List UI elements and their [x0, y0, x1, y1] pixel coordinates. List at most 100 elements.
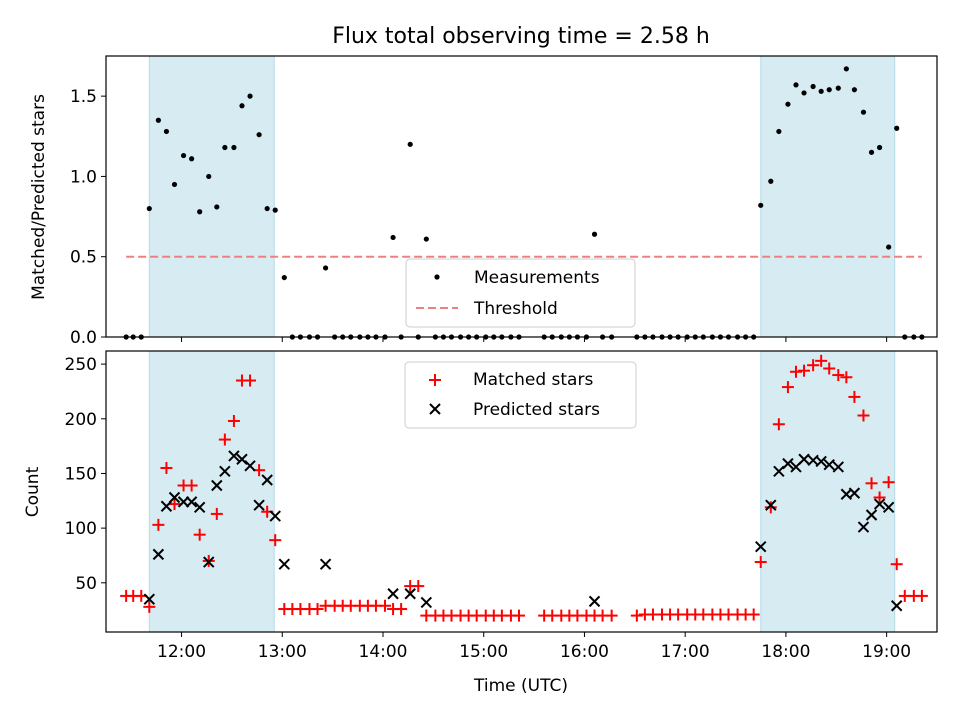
- x-tick-label: 19:00: [862, 642, 911, 662]
- matched-star-point: [168, 498, 181, 511]
- measurement-point: [868, 149, 875, 155]
- measurement-point: [851, 87, 858, 93]
- legend-matched-label: Matched stars: [473, 370, 593, 390]
- matched-star-point: [512, 609, 525, 622]
- predicted-star-point: [857, 521, 870, 533]
- bottom-legend: Matched stars Predicted stars: [404, 361, 637, 429]
- matched-star-point: [379, 599, 392, 612]
- matched-star-point: [412, 580, 425, 593]
- matched-star-point: [605, 609, 618, 622]
- predicted-star-point: [278, 558, 290, 570]
- predicted-star-point: [387, 588, 399, 600]
- predicted-star-point: [782, 457, 794, 470]
- measurement-point: [239, 103, 245, 109]
- measurement-point: [818, 88, 824, 94]
- predicted-star-point: [211, 479, 223, 492]
- predicted-star-point: [253, 499, 265, 511]
- measurement-point: [256, 132, 262, 138]
- predicted-star-point: [588, 595, 601, 608]
- measurement-point: [843, 66, 849, 72]
- measurement-point: [272, 207, 278, 213]
- predicted-star-point: [193, 501, 206, 514]
- measurement-point: [206, 173, 212, 180]
- matched-star-point: [395, 603, 408, 616]
- top-y-tick-label: 0.5: [70, 248, 97, 268]
- measurement-point: [322, 265, 329, 271]
- measurement-point: [214, 204, 220, 210]
- matched-star-point: [160, 461, 173, 474]
- predicted-star-point: [261, 474, 273, 486]
- matched-star-point: [815, 354, 828, 367]
- measurement-point: [776, 128, 782, 135]
- predicted-star-point: [832, 461, 844, 473]
- x-tick-label: 16:00: [560, 642, 609, 662]
- measurement-point: [180, 152, 187, 159]
- bottom-panel-frame: [105, 350, 938, 633]
- predicted-star-point: [152, 548, 165, 561]
- bot-y-tick-label: 250: [65, 355, 97, 375]
- predicted-star-point: [823, 459, 835, 471]
- x-axis-label: Time (UTC): [473, 676, 568, 696]
- predicted-star-point: [244, 460, 256, 472]
- top-panel-frame: [105, 55, 938, 338]
- matched-star-point: [747, 608, 760, 621]
- predicted-star-point: [765, 499, 777, 511]
- predicted-star-point: [219, 465, 231, 477]
- predicted-star-point: [755, 541, 767, 553]
- measurement-point: [894, 125, 900, 131]
- bottom-legend-box: [404, 361, 637, 429]
- legend-predicted-label: Predicted stars: [473, 400, 600, 420]
- measurement-point: [264, 205, 270, 212]
- matched-star-point: [840, 371, 853, 384]
- predicted-star-point: [891, 600, 903, 612]
- predicted-star-point: [848, 487, 861, 499]
- predicted-star-point: [865, 509, 878, 521]
- x-tick-label: 17:00: [661, 642, 710, 662]
- measurement-point: [886, 244, 892, 250]
- bot-y-tick-label: 50: [75, 574, 97, 594]
- predicted-star-point: [404, 588, 416, 600]
- measurement-point: [146, 205, 152, 212]
- top-shaded-interval: [760, 55, 896, 338]
- matched-star-point: [772, 418, 785, 431]
- measurement-point: [247, 93, 253, 99]
- matched-star-point: [218, 433, 231, 446]
- x-tick-label: 13:00: [258, 642, 307, 662]
- measurement-point: [785, 101, 791, 107]
- measurement-point: [591, 231, 598, 237]
- measurement-point: [801, 90, 807, 96]
- predicted-star-point: [420, 596, 433, 609]
- predicted-star-point: [815, 455, 827, 468]
- legend-measurements-marker: [434, 274, 440, 280]
- top-panel: 0.0 0.5 1.0 1.5 Matched/Predicted stars Mea…: [29, 55, 938, 348]
- legend-threshold-label: Threshold: [473, 299, 558, 319]
- measurement-point: [163, 128, 170, 135]
- measurement-point: [423, 236, 429, 242]
- measurement-point: [835, 85, 841, 91]
- chart-title: Flux total observing time = 2.58 h: [332, 24, 710, 49]
- bot-y-tick-label: 200: [65, 410, 97, 430]
- matched-star-point: [832, 369, 845, 382]
- predicted-star-point: [203, 556, 215, 568]
- bot-y-tick-label: 100: [65, 519, 97, 539]
- matched-star-point: [269, 534, 282, 547]
- measurement-point: [197, 209, 203, 215]
- top-shaded-interval: [148, 55, 275, 338]
- x-tick-label: 15:00: [459, 642, 508, 662]
- matched-star-point: [630, 609, 643, 622]
- predicted-star-point: [873, 498, 886, 510]
- matched-star-point: [244, 374, 257, 387]
- matched-star-point: [873, 491, 886, 504]
- measurement-point: [826, 87, 832, 93]
- measurement-point: [407, 141, 413, 147]
- matched-star-point: [798, 364, 811, 377]
- predicted-star-point: [319, 558, 332, 570]
- predicted-star-point: [143, 593, 156, 605]
- measurement-point: [231, 144, 237, 151]
- predicted-star-point: [185, 496, 198, 508]
- matched-star-point: [311, 603, 324, 616]
- matched-star-point: [143, 600, 156, 613]
- predicted-star-point: [236, 453, 248, 465]
- measurement-point: [155, 117, 161, 123]
